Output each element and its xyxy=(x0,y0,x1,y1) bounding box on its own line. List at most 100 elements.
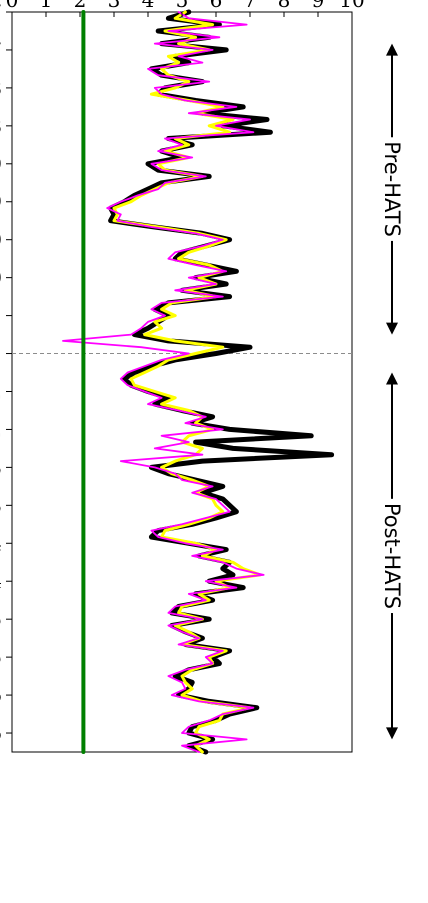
series-0-point-101 xyxy=(229,650,231,652)
series-0-point-82 xyxy=(157,530,159,532)
series-2-point-44 xyxy=(174,289,176,291)
series-0-point-96 xyxy=(208,618,210,620)
series-2-point-116 xyxy=(181,745,183,747)
series-0-point-26 xyxy=(208,175,210,177)
series-1-point-13 xyxy=(150,93,152,95)
series-3-point-0 xyxy=(82,11,84,13)
series-2-point-28 xyxy=(157,188,159,190)
series-1-point-19 xyxy=(229,131,231,133)
series-1-point-69 xyxy=(201,447,203,449)
series-2-point-50 xyxy=(140,327,142,329)
series-2-point-43 xyxy=(215,283,217,285)
series-0-point-78 xyxy=(229,504,231,506)
series-2-point-84 xyxy=(184,542,186,544)
series-2-point-61 xyxy=(161,397,163,399)
series-1-point-7 xyxy=(167,55,169,57)
series-2-point-75 xyxy=(212,485,214,487)
series-0-point-1 xyxy=(167,17,169,19)
series-2-point-40 xyxy=(195,264,197,266)
series-2-point-53 xyxy=(140,346,142,348)
plot-area: Pre-HATS Post-HATS 0 1 2 3 4 5 6 7 8 9 10 Jan-97 Jul… xyxy=(0,0,406,755)
series-2-point-31 xyxy=(106,207,108,209)
series-2-point-89 xyxy=(263,574,265,576)
y-tick-label: 2 xyxy=(74,0,87,12)
series-0-point-80 xyxy=(215,517,217,519)
series-1-point-49 xyxy=(154,321,156,323)
series-2-point-5 xyxy=(154,43,156,45)
series-2-point-16 xyxy=(188,112,190,114)
series-2-point-10 xyxy=(157,74,159,76)
annotation-arrowhead-start xyxy=(386,43,398,56)
series-0-point-75 xyxy=(222,485,224,487)
series-2-point-48 xyxy=(164,315,166,317)
series-0-point-8 xyxy=(188,62,190,64)
series-2-point-42 xyxy=(188,277,190,279)
series-2-point-65 xyxy=(184,422,186,424)
series-1-point-51 xyxy=(144,334,146,336)
x-tick-label: Jul-05 xyxy=(0,645,2,669)
series-0-point-105 xyxy=(174,675,176,677)
series-1-point-114 xyxy=(195,732,197,734)
series-2-point-93 xyxy=(205,599,207,601)
series-1-point-2 xyxy=(212,24,214,26)
series-2-point-17 xyxy=(249,118,251,121)
series-1-point-74 xyxy=(191,479,193,481)
annotation-label-bg xyxy=(378,498,406,614)
y-axis: 0 1 2 3 4 5 6 7 8 9 10 xyxy=(6,0,365,17)
series-0-point-77 xyxy=(222,498,224,500)
series-0-point-3 xyxy=(157,30,159,32)
series-2-point-103 xyxy=(212,662,214,665)
series-1-point-40 xyxy=(208,264,210,266)
series-1-point-117 xyxy=(201,751,203,753)
series-1-point-5 xyxy=(178,43,180,45)
series-2-point-59 xyxy=(127,384,129,386)
series-0-point-67 xyxy=(310,435,312,437)
series-1-point-88 xyxy=(242,568,244,570)
series-1-point-56 xyxy=(157,365,159,367)
series-2-point-30 xyxy=(120,201,122,203)
series-0-point-25 xyxy=(157,169,159,171)
series-1-point-104 xyxy=(191,669,193,671)
series-1-point-116 xyxy=(195,745,197,747)
series-1-point-11 xyxy=(188,81,190,83)
series-1-point-9 xyxy=(161,68,163,70)
series-2-point-57 xyxy=(127,371,129,374)
series-1-point-60 xyxy=(154,390,156,393)
series-2-point-13 xyxy=(161,93,163,95)
series-2-point-106 xyxy=(181,681,183,684)
series-1-point-22 xyxy=(164,150,166,152)
series-1-point-62 xyxy=(161,403,163,405)
annotation-arrowhead-end xyxy=(386,727,398,740)
annotation-layer: Pre-HATS Post-HATS xyxy=(378,43,406,740)
series-2-point-36 xyxy=(222,239,224,241)
series-2-point-60 xyxy=(144,390,146,393)
series-2-point-41 xyxy=(225,270,227,272)
series-2-point-19 xyxy=(252,131,254,133)
series-1-point-1 xyxy=(174,17,176,19)
series-2 xyxy=(62,11,265,753)
series-2-point-54 xyxy=(188,352,190,355)
series-1-point-31 xyxy=(113,207,115,209)
series-0-point-71 xyxy=(201,460,203,462)
series-0-point-28 xyxy=(147,188,149,190)
series-1-point-54 xyxy=(195,352,197,355)
series-2-point-0 xyxy=(178,11,180,13)
series-2-point-9 xyxy=(147,68,149,70)
y-tick-label: 5 xyxy=(176,0,189,12)
annotation-arrowhead-end xyxy=(386,322,398,335)
x-tick-label: Jan-00 xyxy=(0,228,2,252)
series-1-point-67 xyxy=(188,435,190,437)
series-1-point-12 xyxy=(174,87,176,89)
series-1-point-65 xyxy=(195,422,197,424)
series-1-point-71 xyxy=(174,460,176,462)
series-2-point-67 xyxy=(161,435,163,437)
series-1-point-33 xyxy=(113,220,115,222)
x-tick-label: Jan-02 xyxy=(0,379,2,403)
y-tick-label: 0 xyxy=(6,0,19,12)
series-2-point-85 xyxy=(222,549,224,551)
series-2-point-115 xyxy=(246,738,248,741)
series-0-point-66 xyxy=(229,428,231,430)
series-2-point-71 xyxy=(120,460,122,462)
series-2-point-86 xyxy=(191,555,193,557)
series-0-point-0 xyxy=(188,11,190,13)
